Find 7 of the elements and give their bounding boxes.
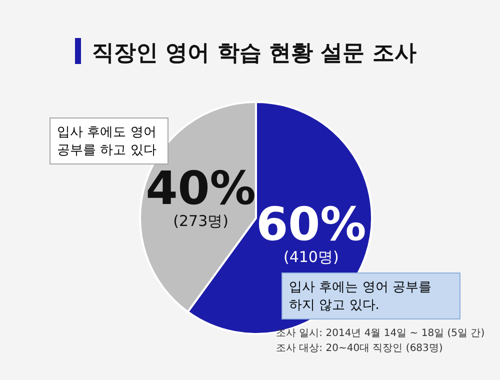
chart-title: 직장인 영어 학습 현황 설문 조사: [92, 41, 416, 66]
text: 조사 대상: 20~40대 직장인 (683명): [276, 343, 443, 354]
slice-label: 입사 후에도 영어 공부를 하고 있다: [57, 125, 156, 158]
text: 조사 일시: 2014년 4월 14일 ~ 18일 (5일 간): [276, 328, 485, 339]
slice-label: 입사 후에는 영어 공부를 하지 않고 있다.: [289, 280, 432, 313]
data-label: 60% (410명): [256, 196, 366, 266]
data-label: 40% (273명): [146, 161, 256, 230]
